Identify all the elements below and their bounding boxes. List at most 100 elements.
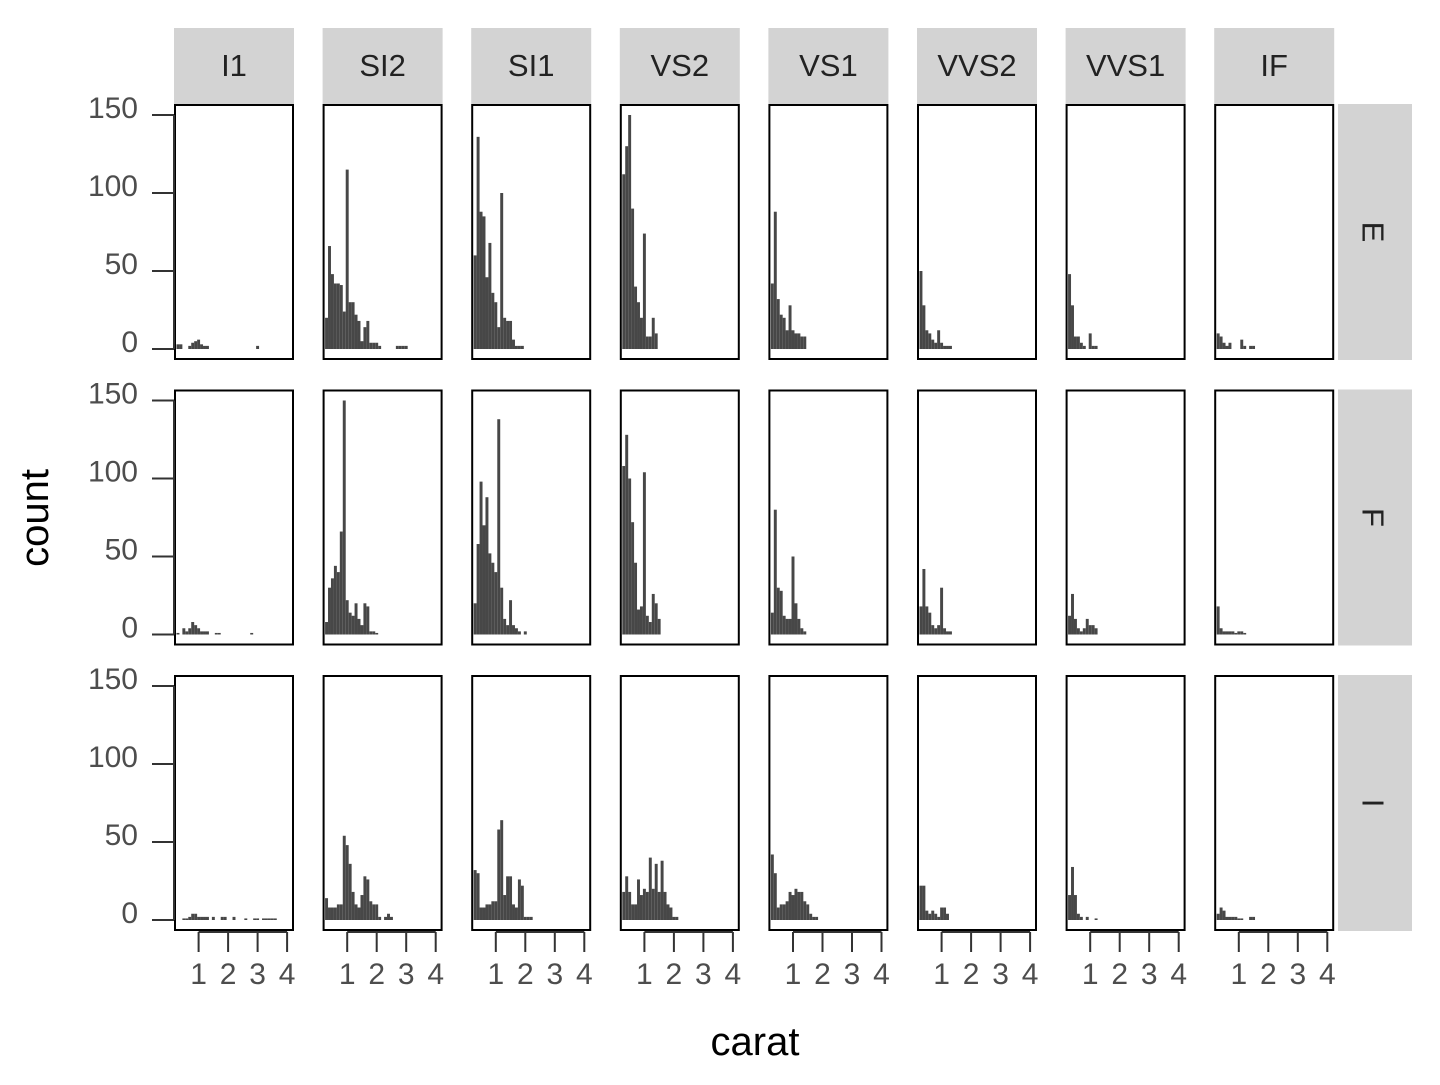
histogram-bar	[1240, 339, 1244, 349]
row-strip-e	[1338, 104, 1412, 360]
histogram-bar	[232, 916, 236, 920]
column-strip-label: SI1	[508, 48, 555, 83]
column-strip-vvs1	[1065, 28, 1186, 104]
histogram-bar	[645, 615, 649, 635]
histogram-bar	[328, 907, 331, 920]
histogram-bar	[342, 400, 346, 635]
panel-background	[620, 676, 739, 930]
y-tick-label: 100	[88, 456, 138, 489]
histogram-bar	[366, 879, 370, 920]
histogram-bar	[520, 345, 524, 349]
histogram-bar	[654, 603, 658, 635]
histogram-bar	[333, 283, 337, 349]
histogram-bar	[176, 344, 180, 349]
panel-border	[619, 389, 740, 646]
histogram-bar	[354, 904, 358, 920]
column-strip-label: VVS2	[937, 48, 1016, 83]
histogram-bar	[645, 891, 649, 920]
histogram-bar	[520, 885, 524, 920]
histogram-bar	[1222, 631, 1226, 635]
histogram-bar	[1243, 345, 1247, 349]
histogram-bar	[1068, 615, 1072, 635]
histogram-bar	[188, 628, 192, 635]
histogram-bar	[1082, 345, 1086, 349]
histogram-bar	[634, 286, 638, 349]
histogram-bar	[363, 327, 367, 349]
histogram-bar	[514, 907, 518, 920]
histogram-bar	[770, 612, 774, 635]
histogram-bar	[514, 345, 518, 349]
histogram-bar	[369, 631, 373, 635]
histogram-bar	[1079, 342, 1083, 349]
histogram-bar	[1231, 916, 1235, 920]
histogram-bar	[366, 606, 370, 635]
histogram-bar	[773, 873, 777, 920]
histogram-bar	[339, 531, 343, 635]
histogram-bar	[360, 625, 364, 635]
histogram-bar	[351, 615, 355, 635]
histogram-bar	[651, 888, 655, 920]
histogram-bar	[779, 590, 783, 635]
histogram-bar	[517, 345, 521, 349]
histogram-bar	[401, 345, 405, 349]
panel-border	[1214, 675, 1335, 931]
histogram-bar	[631, 208, 635, 349]
y-tick-label: 150	[88, 663, 138, 696]
histogram-bar	[788, 618, 792, 635]
histogram-bar	[806, 904, 810, 920]
histogram-bar	[211, 916, 215, 920]
histogram-bar	[203, 916, 206, 920]
histogram-bar	[514, 628, 518, 635]
y-tick-label: 0	[121, 897, 138, 930]
panel-border	[471, 104, 592, 360]
histogram-bar	[770, 283, 774, 349]
histogram-bar	[398, 345, 402, 349]
panel-border	[768, 104, 889, 360]
histogram-bar	[943, 628, 947, 635]
histogram-bar	[1219, 628, 1223, 635]
histogram-bar	[925, 910, 929, 920]
histogram-bar	[191, 342, 195, 349]
histogram-bar	[188, 345, 192, 349]
histogram-bar	[378, 345, 382, 349]
histogram-bar	[669, 907, 673, 920]
histogram-bar	[797, 891, 801, 920]
histogram-bar	[943, 345, 947, 349]
histogram-bar	[366, 320, 370, 349]
panel-border	[1065, 389, 1186, 646]
histogram-bar	[479, 907, 483, 920]
histogram-bar	[631, 522, 635, 635]
histogram-bar	[473, 870, 477, 920]
histogram-bar	[1222, 910, 1226, 920]
histogram-bar	[194, 913, 198, 920]
histogram-bar	[485, 277, 489, 349]
histogram-bar	[1091, 625, 1095, 635]
histogram-bar	[672, 916, 676, 920]
histogram-bar	[925, 330, 929, 349]
histogram-bar	[506, 320, 510, 349]
histogram-bar	[488, 904, 492, 920]
histogram-bar	[1073, 895, 1077, 920]
histogram-bar	[512, 625, 515, 635]
histogram-bar	[1252, 916, 1256, 920]
panel-background	[472, 676, 591, 930]
histogram-bar	[654, 863, 658, 920]
histogram-bar	[642, 233, 646, 349]
x-tick-label: 1	[190, 958, 207, 991]
x-tick-label: 3	[1289, 958, 1306, 991]
histogram-bar	[354, 603, 358, 635]
histogram-bar	[648, 336, 652, 349]
histogram-bar	[637, 302, 640, 349]
histogram-bar	[1225, 631, 1229, 635]
histogram-bar	[197, 916, 201, 920]
histogram-bar	[1249, 345, 1253, 349]
histogram-bar	[328, 587, 331, 635]
histogram-bar	[348, 302, 352, 349]
x-tick-label: 1	[636, 958, 653, 991]
histogram-bar	[494, 302, 498, 349]
panel-background	[175, 105, 293, 359]
histogram-bar	[922, 305, 926, 349]
histogram-bar	[657, 618, 661, 635]
histogram-bar	[1219, 907, 1223, 920]
